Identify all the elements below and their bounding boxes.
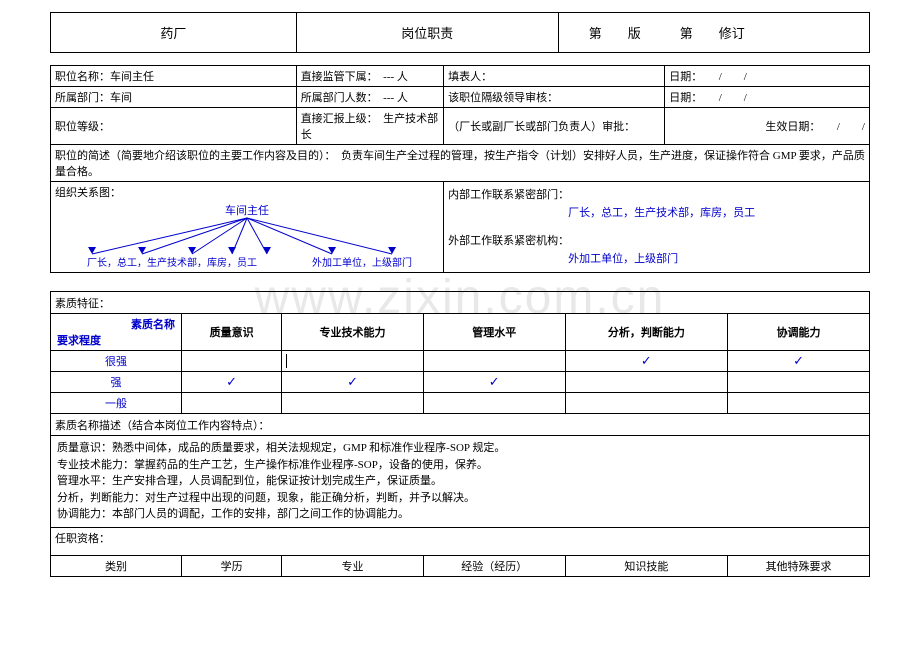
qcol0: 类别 [51, 555, 182, 576]
desc-line-1: 专业技术能力：掌握药品的生产工艺，生产操作标准作业程序-SOP，设备的使用，保养… [57, 457, 863, 474]
qcol5: 其他特殊要求 [728, 555, 870, 576]
desc-line-3: 分析，判断能力：对生产过程中出现的问题，现象，能正确分析，判断，并予以解决。 [57, 490, 863, 507]
info-r1c4: 日期： / / [665, 66, 870, 87]
info-r3c4: 生效日期： / / [665, 108, 870, 145]
info-r3c1: 职位等级： [51, 108, 297, 145]
chk-1-1: ✓ [282, 372, 424, 393]
chk-2-3 [565, 393, 728, 414]
desc-line-0: 质量意识：熟悉中间体，成品的质量要求，相关法规规定，GMP 和标准作业程序-SO… [57, 440, 863, 457]
info-r1c3: 填表人： [444, 66, 665, 87]
chk-0-4: ✓ [728, 351, 870, 372]
info-r1c1: 职位名称：车间主任 [51, 66, 297, 87]
header-col2: 岗位职责 [296, 13, 558, 53]
desc-line-4: 协调能力：本部门人员的调配，工作的安排，部门之间工作的协调能力。 [57, 506, 863, 523]
qcol4: 知识技能 [565, 555, 728, 576]
quality-col1: 专业技术能力 [282, 314, 424, 351]
info-r3c3: （厂长或副厂长或部门负责人）审批： [444, 108, 665, 145]
chk-1-2: ✓ [423, 372, 565, 393]
header-col1: 药厂 [51, 13, 297, 53]
chk-0-0 [182, 351, 282, 372]
info-table: 职位名称：车间主任 直接监管下属： --- 人 填表人： 日期： / / 所属部… [50, 65, 870, 273]
chk-2-4 [728, 393, 870, 414]
header-col3: 第 版 第 修订 [558, 13, 869, 53]
quality-table: 素质特征： 素质名称 要求程度 质量意识 专业技术能力 管理水平 分析，判断能力… [50, 291, 870, 577]
svg-text:厂长，总工，生产技术部，库房，员工: 厂长，总工，生产技术部，库房，员工 [87, 256, 257, 269]
chk-0-1 [282, 351, 424, 372]
level-0: 很强 [51, 351, 182, 372]
quality-col3: 分析，判断能力 [565, 314, 728, 351]
org-right-t1: 内部工作联系紧密部门： [448, 186, 865, 202]
desc-line-2: 管理水平：生产安排合理，人员调配到位，能保证按计划完成生产，保证质量。 [57, 473, 863, 490]
org-center-text: 车间主任 [225, 203, 269, 217]
quality-desc-label: 素质名称描述（结合本岗位工作内容特点）： [51, 414, 870, 436]
info-brief: 职位的简述（简要地介绍该职位的主要工作内容及目的）： 负责车间生产全过程的管理，… [51, 145, 870, 182]
info-r2c1: 所属部门：车间 [51, 87, 297, 108]
quality-head-name: 素质名称 [57, 316, 175, 332]
info-r2c2: 所属部门人数： --- 人 [296, 87, 443, 108]
svg-text:外加工单位，上级部门: 外加工单位，上级部门 [312, 256, 412, 269]
chk-2-2 [423, 393, 565, 414]
level-2: 一般 [51, 393, 182, 414]
info-r2c3: 该职位隔级领导审核： [444, 87, 665, 108]
chk-1-4 [728, 372, 870, 393]
chk-0-2 [423, 351, 565, 372]
org-chart: 车间主任 厂长，总工，生产技术部，库房，员工 外加工单位，上级部门 [51, 202, 443, 272]
level-1: 强 [51, 372, 182, 393]
chk-2-0 [182, 393, 282, 414]
org-label: 组织关系图： [51, 182, 443, 202]
qual-label: 任职资格： [51, 527, 870, 555]
chk-0-3: ✓ [565, 351, 728, 372]
info-r3c2: 直接汇报上级： 生产技术部长 [296, 108, 443, 145]
quality-col2: 管理水平 [423, 314, 565, 351]
org-right-v1: 厂长，总工，生产技术部，库房，员工 [448, 204, 865, 220]
header-table: 药厂 岗位职责 第 版 第 修订 [50, 12, 870, 53]
info-r1c2: 直接监管下属： --- 人 [296, 66, 443, 87]
quality-head-degree: 要求程度 [57, 332, 175, 348]
quality-desc-body: 质量意识：熟悉中间体，成品的质量要求，相关法规规定，GMP 和标准作业程序-SO… [51, 436, 870, 528]
chk-1-3 [565, 372, 728, 393]
org-right-t2: 外部工作联系紧密机构： [448, 232, 865, 248]
quality-title: 素质特征： [51, 292, 870, 314]
quality-col0: 质量意识 [182, 314, 282, 351]
qcol3: 经验（经历） [423, 555, 565, 576]
org-right-v2: 外加工单位，上级部门 [448, 250, 865, 266]
qcol1: 学历 [182, 555, 282, 576]
chk-1-0: ✓ [182, 372, 282, 393]
chk-2-1 [282, 393, 424, 414]
qcol2: 专业 [282, 555, 424, 576]
info-r2c4: 日期： / / [665, 87, 870, 108]
quality-col4: 协调能力 [728, 314, 870, 351]
